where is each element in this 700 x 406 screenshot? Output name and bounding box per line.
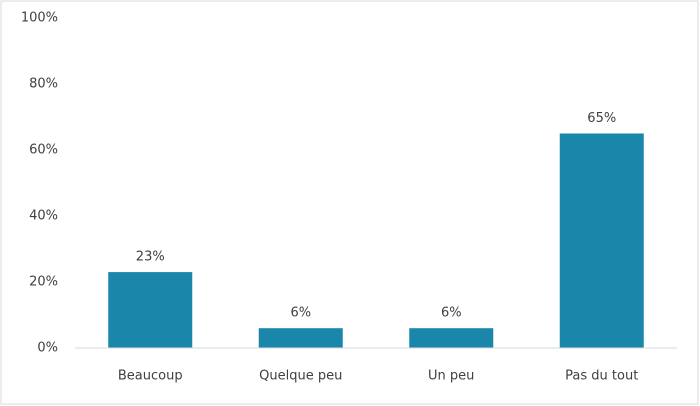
x-tick-label: Pas du tout: [565, 369, 638, 384]
x-tick-label: Un peu: [428, 369, 474, 384]
y-tick-label: 100%: [21, 11, 58, 26]
bar: [409, 328, 494, 348]
value-label: 6%: [441, 306, 462, 321]
bar: [559, 133, 644, 348]
bar: [258, 328, 343, 348]
x-tick-label: Quelque peu: [259, 369, 342, 384]
x-tick-label: Beaucoup: [118, 369, 183, 384]
bar: [108, 272, 193, 348]
y-tick-label: 0%: [37, 341, 58, 356]
value-label: 65%: [587, 111, 616, 126]
y-tick-label: 80%: [29, 77, 58, 92]
y-tick-label: 40%: [29, 209, 58, 224]
y-tick-label: 60%: [29, 143, 58, 158]
value-label: 23%: [136, 250, 165, 265]
y-tick-label: 20%: [29, 275, 58, 290]
value-label: 6%: [290, 306, 311, 321]
